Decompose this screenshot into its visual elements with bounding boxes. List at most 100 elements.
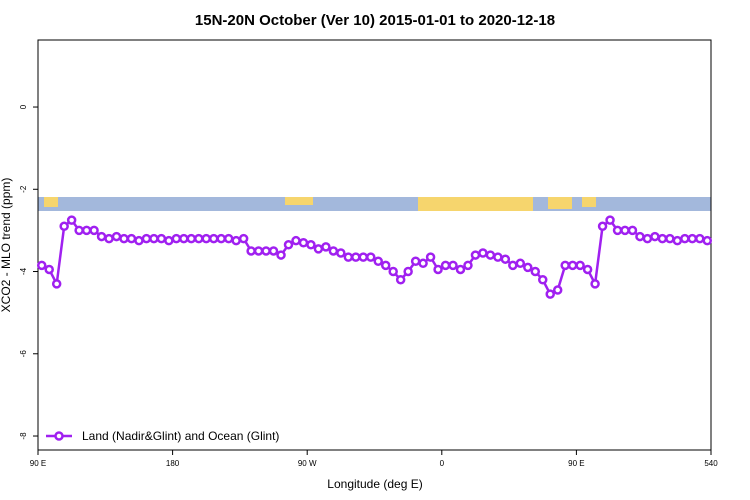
data-point <box>620 225 630 236</box>
y-axis-label: XCO2 - MLO trend (ppm) <box>0 178 13 313</box>
data-point <box>59 221 69 232</box>
data-point <box>388 266 398 277</box>
data-point <box>380 260 391 271</box>
data-point <box>231 235 241 246</box>
data-point <box>485 250 496 260</box>
data-point <box>560 260 570 271</box>
data-point <box>223 233 234 244</box>
data-point <box>149 233 159 244</box>
data-point <box>463 260 473 271</box>
data-point <box>687 233 698 244</box>
data-point <box>680 233 690 244</box>
data-point <box>358 252 369 262</box>
data-point <box>186 233 197 244</box>
data-point <box>194 233 204 244</box>
y-tick-label: -6 <box>19 350 28 358</box>
data-point <box>590 279 600 289</box>
data-point <box>403 266 413 277</box>
legend-label: Land (Nadir&Glint) and Ocean (Glint) <box>82 429 279 443</box>
data-point <box>216 233 226 244</box>
data-point <box>410 256 421 266</box>
x-tick-label: 0 <box>440 459 445 468</box>
data-point <box>141 233 152 244</box>
data-point <box>433 264 443 275</box>
x-axis-label: Longitude (deg E) <box>327 477 422 491</box>
data-point <box>627 225 638 236</box>
data-point <box>283 240 294 250</box>
data-point <box>179 233 189 244</box>
data-point <box>582 264 593 275</box>
data-point <box>66 215 77 225</box>
data-point <box>104 233 114 244</box>
map-strip <box>38 197 711 211</box>
data-point <box>508 260 518 271</box>
data-point <box>695 233 705 244</box>
data-point <box>597 221 608 232</box>
data-point <box>493 252 503 262</box>
data-point <box>119 233 129 244</box>
data-point <box>343 252 354 262</box>
data-point <box>164 235 174 246</box>
data-point <box>74 225 84 236</box>
plot-frame <box>37 39 712 451</box>
data-point <box>201 233 211 244</box>
data-point <box>261 246 271 256</box>
data-point <box>448 260 458 271</box>
data-point <box>126 233 137 244</box>
data-point <box>635 231 645 242</box>
data-point <box>321 242 331 252</box>
data-point <box>500 254 511 264</box>
data-point <box>51 279 62 289</box>
chart-title: 15N-20N October (Ver 10) 2015-01-01 to 2… <box>195 12 555 29</box>
data-point <box>81 225 92 236</box>
data-point <box>455 264 466 275</box>
data-point <box>642 233 653 244</box>
data-point <box>395 274 406 285</box>
data-point <box>523 262 533 273</box>
data-point <box>134 235 144 246</box>
data-point <box>351 252 361 262</box>
x-tick-label: 540 <box>704 459 718 468</box>
data-point <box>246 246 256 256</box>
data-point <box>171 233 182 244</box>
y-tick-label: -2 <box>19 185 28 193</box>
data-point <box>657 233 668 244</box>
data-point <box>208 233 219 244</box>
data-point <box>373 256 383 266</box>
data-point <box>328 246 339 256</box>
data-point <box>298 237 309 248</box>
x-tick-label: 90 W <box>298 459 317 468</box>
data-point <box>291 235 301 246</box>
data-point <box>425 252 436 262</box>
legend-marker <box>54 431 64 441</box>
data-point <box>268 246 279 256</box>
data-point <box>336 248 346 258</box>
data-point <box>366 252 376 262</box>
data-point <box>567 260 578 271</box>
data-point <box>253 246 264 256</box>
data-point <box>605 215 615 225</box>
x-tick-label: 90 E <box>30 459 46 468</box>
data-point <box>36 260 47 271</box>
data-point <box>545 289 555 299</box>
data-point <box>530 266 541 277</box>
x-tick-label: 90 E <box>568 459 584 468</box>
data-point <box>612 225 623 236</box>
data-point <box>96 231 107 242</box>
data-point <box>313 244 324 254</box>
y-tick-label: 0 <box>19 104 28 109</box>
data-point <box>440 260 451 271</box>
data-point <box>470 250 481 260</box>
data-point <box>672 235 683 246</box>
data-point <box>478 248 488 258</box>
data-point <box>276 250 286 260</box>
data-point <box>306 240 316 250</box>
data-point <box>89 225 99 236</box>
data-point <box>552 285 563 295</box>
data-point <box>665 233 675 244</box>
data-point <box>238 233 249 244</box>
data-point <box>44 264 54 275</box>
data-point <box>575 260 585 271</box>
x-tick-label: 180 <box>166 459 180 468</box>
